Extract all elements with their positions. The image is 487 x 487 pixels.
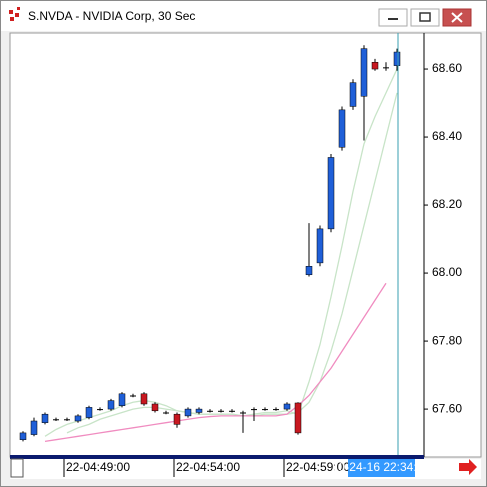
close-button[interactable]	[442, 8, 472, 27]
chart-area	[9, 32, 482, 458]
candle-body	[360, 48, 368, 97]
candle-body	[107, 400, 115, 410]
candle-body	[184, 408, 192, 417]
y-tick-label: 68.40	[432, 129, 462, 143]
candle-body	[240, 412, 246, 414]
plot	[19, 45, 401, 443]
scroll-right-arrow[interactable]	[459, 459, 477, 475]
app-icon	[9, 7, 20, 21]
scroll-box[interactable]	[10, 458, 24, 478]
candle-body	[305, 266, 313, 276]
minimize-button[interactable]	[378, 8, 408, 27]
candle-body	[349, 82, 357, 107]
x-tick-label: 22-04:49:00	[66, 460, 130, 474]
candle-body	[273, 409, 279, 411]
moving-average-line	[66, 92, 398, 434]
candle-body	[118, 393, 126, 406]
candle-body	[30, 420, 38, 435]
candle-body	[371, 61, 379, 70]
candle-body	[97, 409, 103, 411]
candle-body	[229, 410, 235, 412]
candle-body	[207, 410, 213, 412]
candle-body	[393, 51, 401, 66]
candle-body	[151, 403, 159, 412]
candle-body	[316, 228, 324, 264]
candle-body	[53, 419, 59, 421]
y-tick-label: 68.20	[432, 197, 462, 211]
y-tick-label: 67.60	[432, 401, 462, 415]
cursor-label-box	[348, 459, 415, 477]
candle-body	[41, 413, 49, 423]
candle-body	[19, 432, 27, 440]
candle-body	[251, 409, 257, 411]
candle-body	[163, 412, 169, 414]
candle-body	[283, 403, 291, 410]
candle-body	[383, 67, 389, 69]
candle-body	[327, 157, 335, 230]
candle-body	[218, 410, 224, 412]
moving-average-line	[44, 282, 387, 443]
candle-body	[140, 393, 148, 405]
candle-body	[262, 409, 268, 411]
candle-body	[74, 415, 82, 422]
x-tick-label: 22-04:54:00	[176, 460, 240, 474]
y-tick-label: 68.60	[432, 61, 462, 75]
x-axis-bar	[10, 455, 424, 459]
y-tick-label: 67.80	[432, 333, 462, 347]
candle-body	[338, 109, 346, 148]
candle-body	[294, 402, 302, 434]
candle-body	[85, 407, 93, 418]
maximize-button[interactable]	[410, 8, 440, 27]
cursor-label: 10-24-16 22:34:00	[332, 460, 430, 474]
candle-body	[195, 408, 203, 413]
y-tick-label: 68.00	[432, 265, 462, 279]
candle-body	[64, 419, 70, 421]
candle-body	[173, 413, 181, 425]
x-tick-label: 22-04:59:00	[286, 460, 350, 474]
window-title: S.NVDA - NVIDIA Corp, 30 Sec	[28, 9, 195, 23]
candle-body	[130, 395, 136, 397]
